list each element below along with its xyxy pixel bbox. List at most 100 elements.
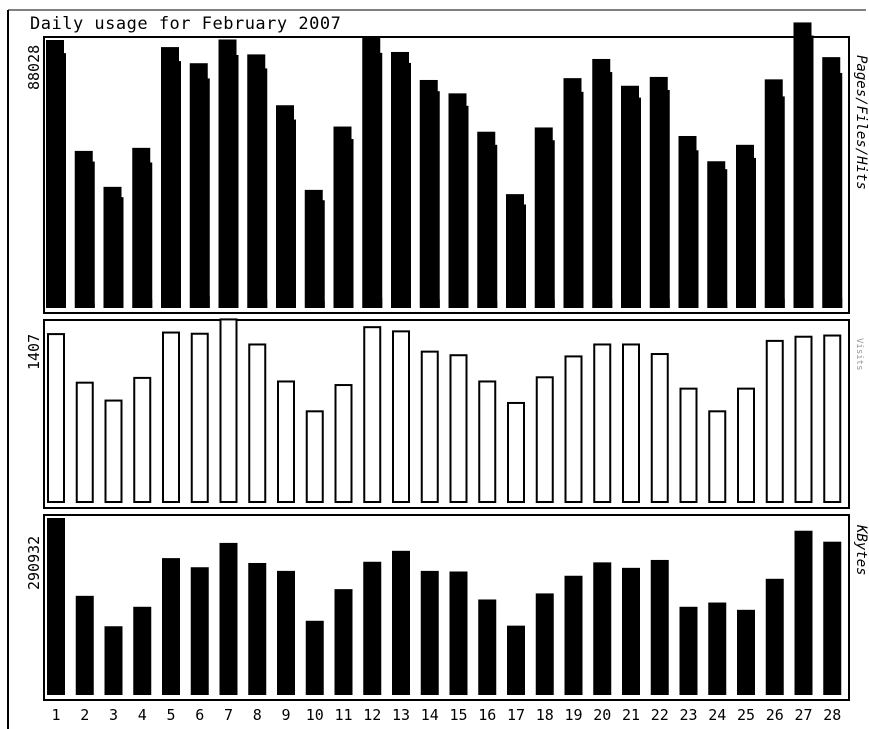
bar-kbytes-day-2 — [75, 595, 94, 695]
bar-kbytes-day-24 — [708, 602, 727, 695]
bar-pages-files-hits-s3-day-2 — [82, 303, 95, 308]
bar-pages-files-hits-s3-day-12 — [370, 297, 383, 308]
bar-visits-day-23 — [679, 387, 698, 503]
bar-kbytes-day-3 — [104, 626, 123, 695]
x-tick-label-23: 23 — [679, 706, 697, 724]
panel3-ymax-label: 290932 — [25, 536, 43, 590]
bar-pages-files-hits-s2-day-4 — [138, 162, 153, 308]
chart-title: Daily usage for February 2007 — [30, 14, 342, 34]
bar-pages-files-hits-s3-day-26 — [772, 298, 785, 308]
bar-visits-day-18 — [535, 376, 554, 503]
bar-visits-day-10 — [305, 410, 324, 504]
bar-kbytes-day-18 — [535, 593, 554, 695]
x-tick-label-16: 16 — [478, 706, 496, 724]
bar-visits-day-25 — [737, 387, 755, 503]
bar-pages-files-hits-s3-day-13 — [399, 298, 411, 308]
bar-pages-files-hits-s3-day-28 — [830, 297, 843, 308]
bar-pages-files-hits-s2-day-16 — [483, 144, 498, 308]
x-tick-label-27: 27 — [794, 706, 812, 724]
bar-pages-files-hits-s2-day-24 — [713, 169, 728, 308]
bar-pages-files-hits-s2-day-21 — [627, 97, 641, 308]
bar-pages-files-hits-s3-day-7 — [226, 298, 239, 308]
x-tick-label-20: 20 — [593, 706, 611, 724]
x-tick-label-19: 19 — [564, 706, 582, 724]
bar-pages-files-hits-s2-day-14 — [425, 91, 440, 308]
bar-pages-files-hits-s2-day-10 — [310, 200, 325, 308]
bar-visits-day-19 — [564, 355, 583, 503]
bar-pages-files-hits-s3-day-1 — [54, 301, 66, 308]
bar-kbytes-day-16 — [478, 599, 497, 695]
bar-pages-files-hits-s3-day-3 — [111, 302, 124, 308]
panel3-right-label: KBytes — [853, 524, 869, 576]
bar-pages-files-hits-s2-day-28 — [828, 72, 843, 308]
bar-pages-files-hits-s3-day-18 — [542, 300, 555, 308]
bar-pages-files-hits-s2-day-12 — [368, 52, 383, 308]
bar-kbytes-day-13 — [392, 550, 410, 695]
x-tick-label-25: 25 — [737, 706, 755, 724]
bar-pages-files-hits-s2-day-1 — [52, 53, 66, 308]
x-tick-label-11: 11 — [334, 706, 352, 724]
panel-visits-frame — [43, 319, 850, 509]
bar-kbytes-day-26 — [765, 578, 784, 695]
bar-pages-files-hits-s2-day-9 — [282, 119, 296, 308]
x-tick-label-10: 10 — [306, 706, 324, 724]
bar-pages-files-hits-s3-day-8 — [255, 299, 268, 308]
x-tick-label-12: 12 — [363, 706, 381, 724]
x-tick-label-24: 24 — [708, 706, 726, 724]
bar-pages-files-hits-s3-day-5 — [169, 299, 181, 308]
bar-pages-files-hits-s3-day-20 — [600, 298, 613, 308]
x-tick-label-1: 1 — [51, 706, 60, 724]
bar-kbytes-day-12 — [363, 561, 382, 695]
bar-pages-files-hits-s2-day-22 — [655, 90, 670, 308]
panel-pages-files-hits-frame — [43, 36, 850, 314]
x-tick-label-5: 5 — [166, 706, 175, 724]
bar-pages-files-hits-s3-day-10 — [312, 301, 325, 308]
bar-visits-day-14 — [420, 350, 439, 504]
bar-visits-day-24 — [708, 410, 727, 504]
bar-visits-day-3 — [104, 399, 123, 504]
x-tick-label-26: 26 — [766, 706, 784, 724]
bar-kbytes-day-27 — [794, 530, 813, 695]
bar-kbytes-day-5 — [162, 558, 180, 695]
bar-visits-day-9 — [277, 380, 295, 503]
bar-visits-day-2 — [75, 381, 94, 503]
bar-pages-files-hits-s2-day-13 — [397, 62, 411, 309]
bar-pages-files-hits-s3-day-24 — [715, 301, 728, 308]
panel1-ymax-label: 88028 — [25, 45, 43, 90]
bar-pages-files-hits-s2-day-20 — [598, 72, 613, 309]
bar-kbytes-day-14 — [420, 570, 439, 695]
bar-pages-files-hits-s3-day-4 — [140, 299, 153, 308]
bar-pages-files-hits-s2-day-6 — [195, 78, 210, 308]
bar-visits-day-7 — [219, 318, 238, 504]
x-tick-label-14: 14 — [421, 706, 439, 724]
bar-pages-files-hits-s3-day-6 — [197, 296, 210, 308]
bar-kbytes-day-11 — [334, 589, 353, 695]
bar-kbytes-day-22 — [650, 559, 669, 695]
bar-kbytes-day-17 — [507, 625, 525, 695]
bar-visits-day-21 — [622, 343, 640, 504]
bar-pages-files-hits-s3-day-19 — [571, 300, 584, 308]
bar-pages-files-hits-s3-day-27 — [801, 297, 814, 308]
panel2-right-label: Visits — [854, 338, 864, 371]
bar-pages-files-hits-s2-day-18 — [540, 140, 555, 308]
bar-pages-files-hits-s2-day-17 — [512, 204, 526, 308]
bar-pages-files-hits-s3-day-14 — [427, 299, 440, 308]
bar-kbytes-day-10 — [305, 620, 324, 695]
bar-pages-files-hits-s2-day-15 — [454, 105, 469, 309]
bar-kbytes-day-20 — [593, 562, 612, 695]
bar-visits-day-12 — [363, 326, 382, 503]
bar-visits-day-17 — [507, 401, 525, 504]
bar-pages-files-hits-s2-day-26 — [770, 96, 785, 308]
bar-pages-files-hits-s3-day-23 — [686, 302, 699, 308]
x-tick-label-7: 7 — [224, 706, 233, 724]
bar-visits-day-28 — [823, 334, 842, 503]
x-tick-label-6: 6 — [195, 706, 204, 724]
bar-pages-files-hits-s3-day-25 — [744, 300, 756, 308]
bar-pages-files-hits-s2-day-27 — [799, 35, 814, 308]
bar-kbytes-day-19 — [564, 575, 583, 695]
panel-kbytes-frame — [43, 514, 850, 701]
bar-visits-day-5 — [162, 331, 180, 503]
x-tick-label-2: 2 — [80, 706, 89, 724]
bar-pages-files-hits-s2-day-7 — [224, 55, 239, 308]
